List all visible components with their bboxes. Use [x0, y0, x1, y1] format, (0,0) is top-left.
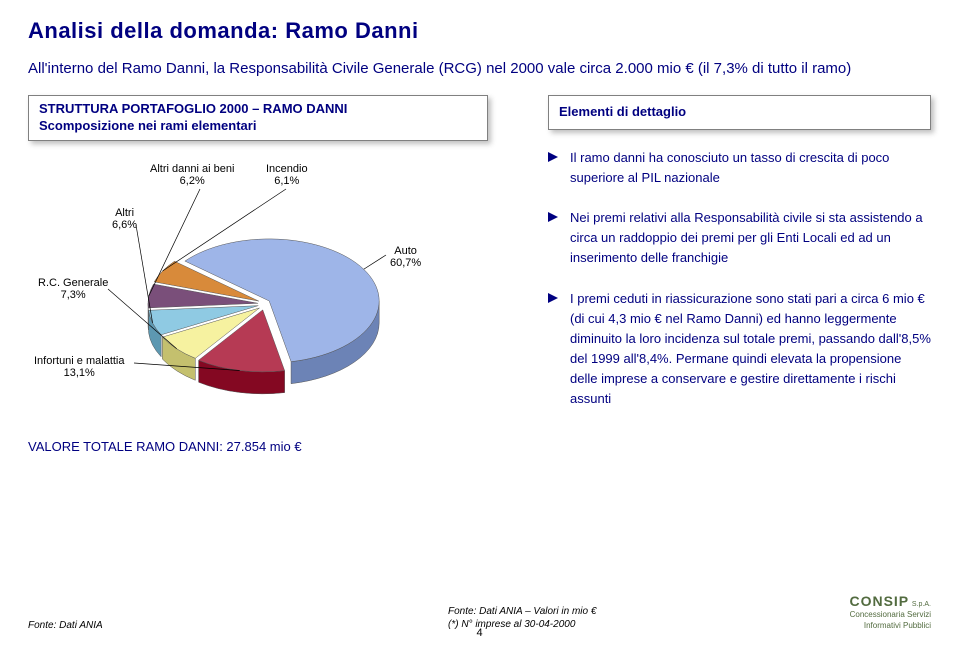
- left-box-header: STRUTTURA PORTAFOGLIO 2000 – RAMO DANNI …: [28, 95, 488, 141]
- label-rcg: R.C. Generale7,3%: [38, 277, 108, 302]
- logo-sub2: Informativi Pubblici: [849, 622, 931, 631]
- label-beni: Altri danni ai beni6,2%: [150, 163, 234, 188]
- content-columns: STRUTTURA PORTAFOGLIO 2000 – RAMO DANNI …: [0, 79, 959, 454]
- page-title: Analisi della domanda: Ramo Danni: [0, 0, 959, 44]
- right-column: Elementi di dettaglio Il ramo danni ha c…: [548, 95, 931, 454]
- label-infortuni: Infortuni e malattia13,1%: [34, 355, 125, 380]
- logo-main: CONSIP: [849, 593, 909, 609]
- bullet-item: I premi ceduti in riassicurazione sono s…: [548, 289, 931, 410]
- label-altri: Altri6,6%: [112, 207, 137, 232]
- bullet-list: Il ramo danni ha conosciuto un tasso di …: [548, 148, 931, 410]
- pie-chart: Auto60,7% Infortuni e malattia13,1% R.C.…: [28, 159, 488, 429]
- footer-source-mid: Fonte: Dati ANIA – Valori in mio € (*) N…: [448, 605, 849, 631]
- label-incendio: Incendio6,1%: [266, 163, 308, 188]
- footer-source-left: Fonte: Dati ANIA: [28, 620, 448, 631]
- left-column: STRUTTURA PORTAFOGLIO 2000 – RAMO DANNI …: [28, 95, 488, 454]
- logo-sub1: Concessionaria Servizi: [849, 611, 931, 620]
- left-header-line2: Scomposizione nei rami elementari: [39, 118, 477, 135]
- bullet-item: Nei premi relativi alla Responsabilità c…: [548, 208, 931, 268]
- intro-text: All'interno del Ramo Danni, la Responsab…: [0, 44, 959, 79]
- right-box-header: Elementi di dettaglio: [548, 95, 931, 130]
- page-number: 4: [476, 627, 482, 639]
- left-header-line1: STRUTTURA PORTAFOGLIO 2000 – RAMO DANNI: [39, 101, 477, 118]
- bullet-item: Il ramo danni ha conosciuto un tasso di …: [548, 148, 931, 188]
- logo: CONSIP S.p.A. Concessionaria Servizi Inf…: [849, 593, 931, 631]
- label-auto: Auto60,7%: [390, 245, 421, 270]
- footer: Fonte: Dati ANIA Fonte: Dati ANIA – Valo…: [28, 593, 931, 631]
- chart-caption: VALORE TOTALE RAMO DANNI: 27.854 mio €: [28, 439, 488, 454]
- logo-spa: S.p.A.: [912, 601, 931, 608]
